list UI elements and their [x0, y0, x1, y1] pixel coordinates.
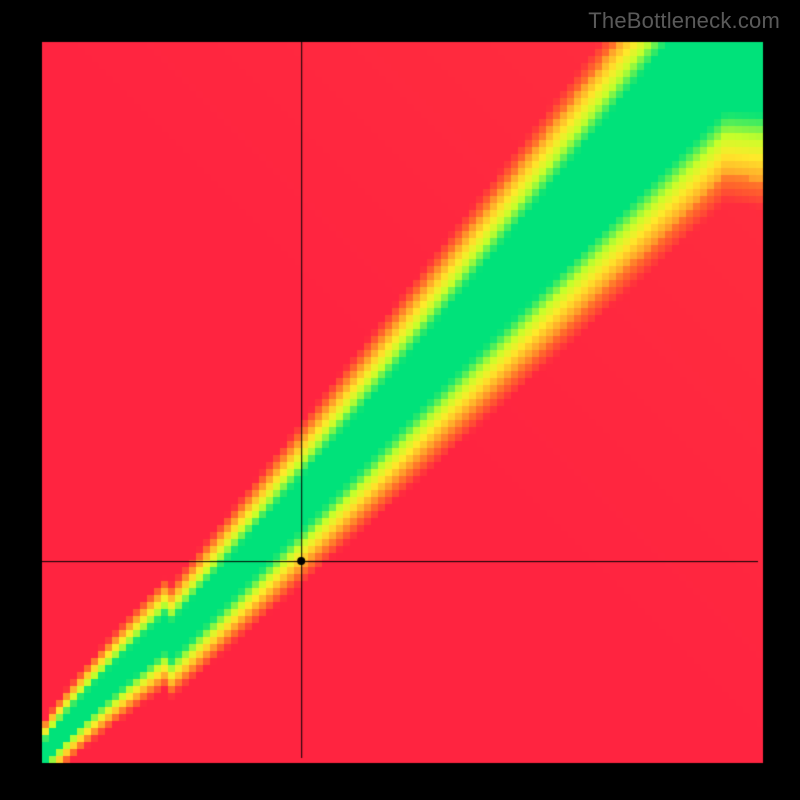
bottleneck-heatmap [0, 0, 800, 800]
watermark-text: TheBottleneck.com [588, 8, 780, 34]
